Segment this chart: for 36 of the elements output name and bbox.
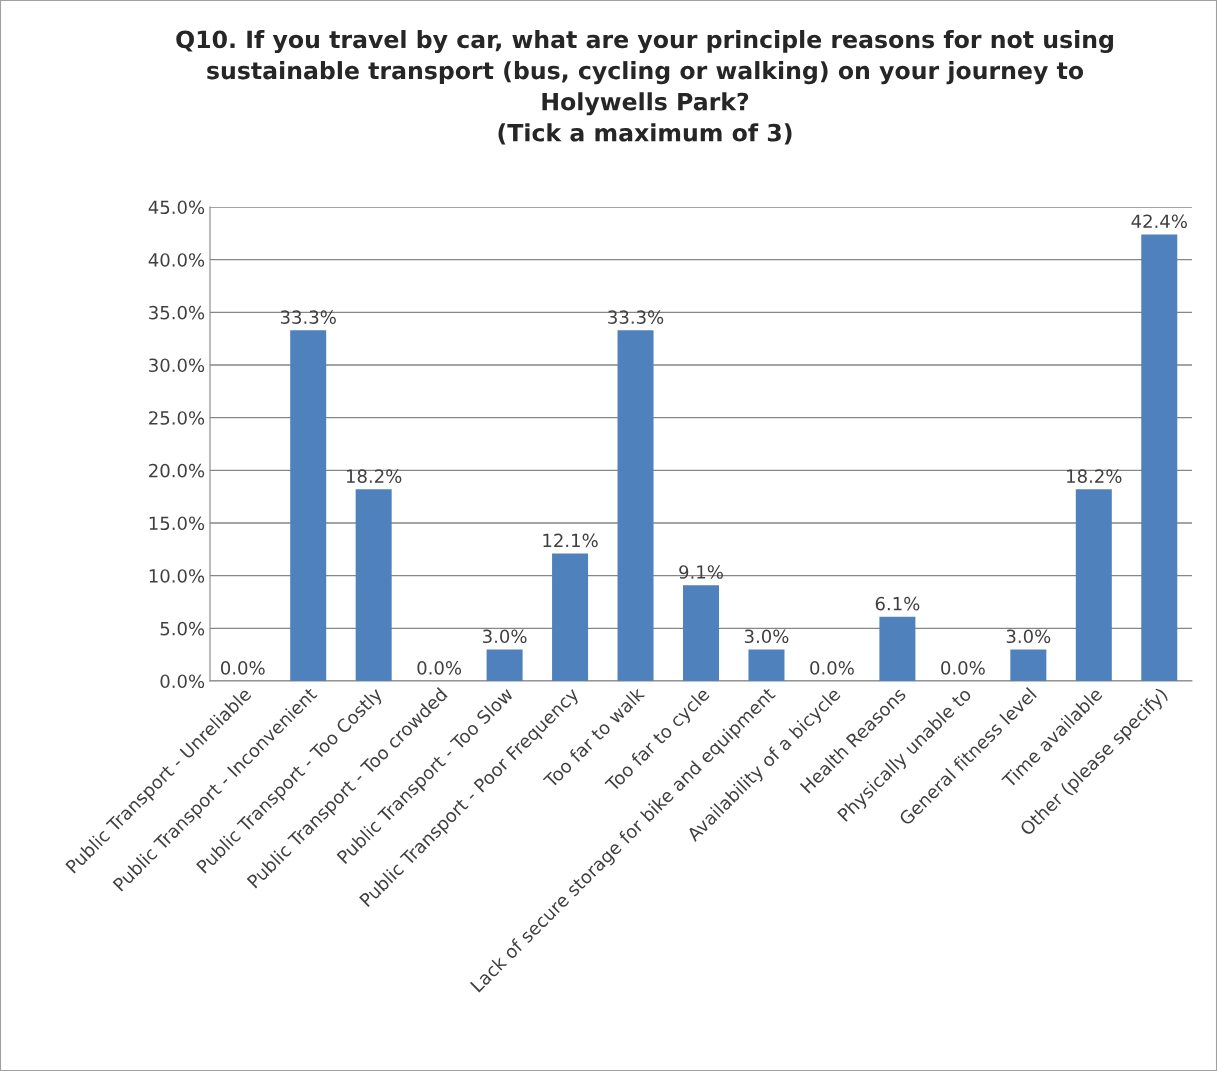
- data-label: 42.4%: [1131, 214, 1187, 229]
- y-tick-label: 5.0%: [160, 621, 205, 636]
- y-tick-label: 25.0%: [149, 411, 205, 425]
- bar: [486, 649, 523, 681]
- y-tick-label: 15.0%: [149, 516, 205, 531]
- bar: [617, 330, 654, 681]
- data-label: 33.3%: [608, 310, 664, 324]
- data-label: 0.0%: [220, 661, 265, 675]
- bar: [355, 489, 392, 681]
- y-tick-label: 0.0%: [160, 674, 205, 689]
- y-tick-label: 30.0%: [149, 358, 205, 373]
- data-label: 3.0%: [1006, 629, 1051, 644]
- bar: [290, 330, 327, 681]
- data-label: 6.1%: [875, 596, 920, 611]
- data-label: 12.1%: [543, 533, 598, 548]
- bar: [879, 616, 916, 681]
- bar: [748, 649, 785, 681]
- y-tick-label: 20.0%: [149, 463, 205, 478]
- y-tick-label: 10.0%: [149, 569, 205, 583]
- bar: [1141, 234, 1178, 681]
- data-label: 0.0%: [417, 661, 462, 675]
- bar: [1010, 649, 1047, 681]
- y-tick-label: 40.0%: [148, 253, 205, 267]
- data-label: 3.0%: [744, 629, 789, 644]
- y-tick-label: 45.0%: [148, 200, 205, 215]
- data-label: 0.0%: [810, 661, 854, 675]
- data-label: 0.0%: [941, 661, 985, 675]
- y-tick-label: 35.0%: [149, 305, 205, 320]
- bar: [683, 585, 719, 681]
- data-label: 33.3%: [280, 310, 336, 324]
- bar: [1075, 489, 1112, 681]
- bar: [552, 553, 589, 681]
- data-label: 3.0%: [483, 629, 527, 644]
- data-label: 18.2%: [1067, 469, 1122, 484]
- chart-title: Q10. If you travel by car, what are your principle reasons for not using sustainable transport (bus, cycling or walking) on your journey to Holywells Park? (Tick a maximum of 3): [176, 30, 1113, 145]
- data-label: 18.2%: [346, 469, 402, 484]
